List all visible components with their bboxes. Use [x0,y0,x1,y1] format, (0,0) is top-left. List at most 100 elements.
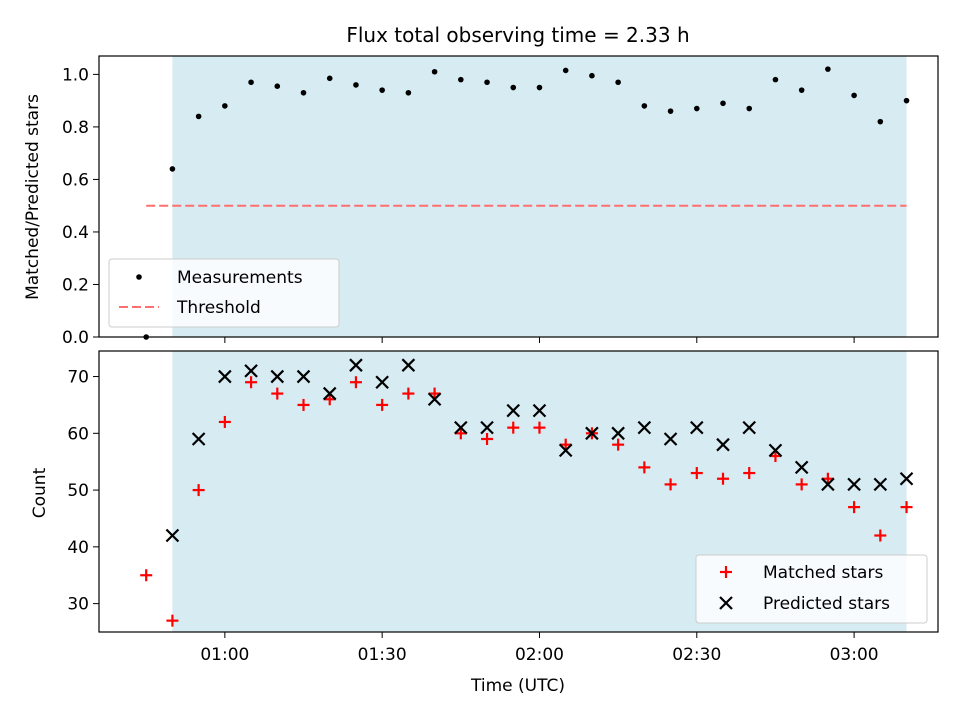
measurement-point [589,72,595,79]
x-tick-label: 01:00 [200,645,249,665]
predicted-point [873,477,888,492]
measurement-point [379,87,385,93]
predicted-point [558,443,573,458]
matched-point [323,393,336,406]
matched-point [507,421,520,434]
predicted-point [821,477,835,492]
measurement-point [825,66,831,72]
legend-predicted-label: Predicted stars [763,594,890,614]
measurement-point [169,166,176,172]
matched-point [638,461,651,474]
matched-point [612,438,625,451]
measurement-point [615,79,621,86]
count-panel: 30 40 50 60 70 01:00 01:30 02:00 02:30 03:00 Cou… [30,350,939,696]
matched-point [690,467,703,480]
matched-point [664,478,677,491]
measurement-point [405,89,412,96]
measurement-point [798,87,805,93]
matched-point [795,478,808,491]
count-legend: Matched stars Predicted stars [695,554,928,624]
count-legend-box [695,554,928,624]
measurement-point [851,92,857,99]
y-tick-label: 40 [67,538,89,558]
measurement-point [693,105,700,112]
x-tick-label: 02:30 [672,645,721,665]
x-tick-label: 01:30 [358,645,407,665]
predicted-point [296,369,311,384]
matched-point [481,432,494,445]
predicted-point [794,460,809,475]
y-tick-label: 70 [67,368,89,388]
y-tick-label: 0.6 [62,170,89,190]
predicted-point [427,392,442,407]
predicted-point [480,420,494,435]
predicted-point [611,426,625,441]
measurement-point [458,76,464,83]
matched-point [140,569,153,582]
y-tick-label: 1.0 [62,65,89,85]
count-y-label: Count [30,467,50,518]
y-tick-label: 0.4 [62,223,89,243]
legend-threshold-label: Threshold [176,298,261,318]
legend-matched-label: Matched stars [763,563,883,583]
legend-predicted-marker [719,596,733,610]
legend-measurements-marker [136,274,142,280]
predicted-stars-series [165,358,914,543]
measurement-point [667,108,674,114]
measurement-point [536,84,543,91]
count-panel-frame [98,350,939,633]
predicted-point [454,420,468,435]
matched-point [769,450,782,463]
predicted-point [768,443,783,458]
predicted-point [244,364,258,378]
y-tick-label: 50 [67,481,89,501]
predicted-point [637,420,652,435]
measurement-point [772,76,779,83]
matched-point [900,501,913,514]
predicted-point [690,420,704,435]
matched-point [454,427,467,440]
predicted-point [218,369,232,384]
predicted-point [506,403,521,418]
ratio-legend: Measurements Threshold [108,258,340,328]
predicted-point [742,420,757,435]
matched-point [297,398,310,411]
y-tick-label: 30 [67,595,89,615]
legend-matched-marker [720,566,732,578]
measurement-point [903,97,910,104]
y-tick-label: 0.2 [62,275,89,295]
x-axis-label: Time (UTC) [470,676,565,696]
measurement-point [641,103,648,109]
matched-point [848,501,861,514]
count-y-axis: 30 40 50 60 70 [67,368,99,615]
predicted-point [663,432,678,446]
ratio-y-axis: 0.0 0.2 0.4 0.6 0.8 1.0 [62,65,99,348]
matched-point [717,472,730,485]
matched-point [166,614,179,627]
x-tick-label: 03:00 [830,645,879,665]
matched-point [218,415,231,428]
y-tick-label: 0.8 [62,118,89,138]
x-tick-label: 02:00 [515,645,564,665]
predicted-point [401,358,416,372]
measurement-point [195,113,202,120]
y-tick-label: 0.0 [62,328,89,348]
matched-point [349,376,362,389]
ratio-y-label: Matched/Predicted stars [23,94,43,300]
measurements-series [143,66,910,340]
measurement-point [248,79,254,86]
measurement-point [510,84,517,91]
predicted-point [375,375,389,390]
legend-measurements-label: Measurements [177,268,303,288]
measurement-point [877,118,884,125]
matched-point [874,529,887,542]
predicted-point [270,369,285,384]
matched-point [428,387,441,400]
matched-point [821,472,834,485]
measurement-point [484,79,490,86]
predicted-point [165,528,180,543]
measurement-point [562,67,569,74]
predicted-point [847,477,861,492]
measurement-point [353,82,359,88]
matched-point [271,387,284,400]
